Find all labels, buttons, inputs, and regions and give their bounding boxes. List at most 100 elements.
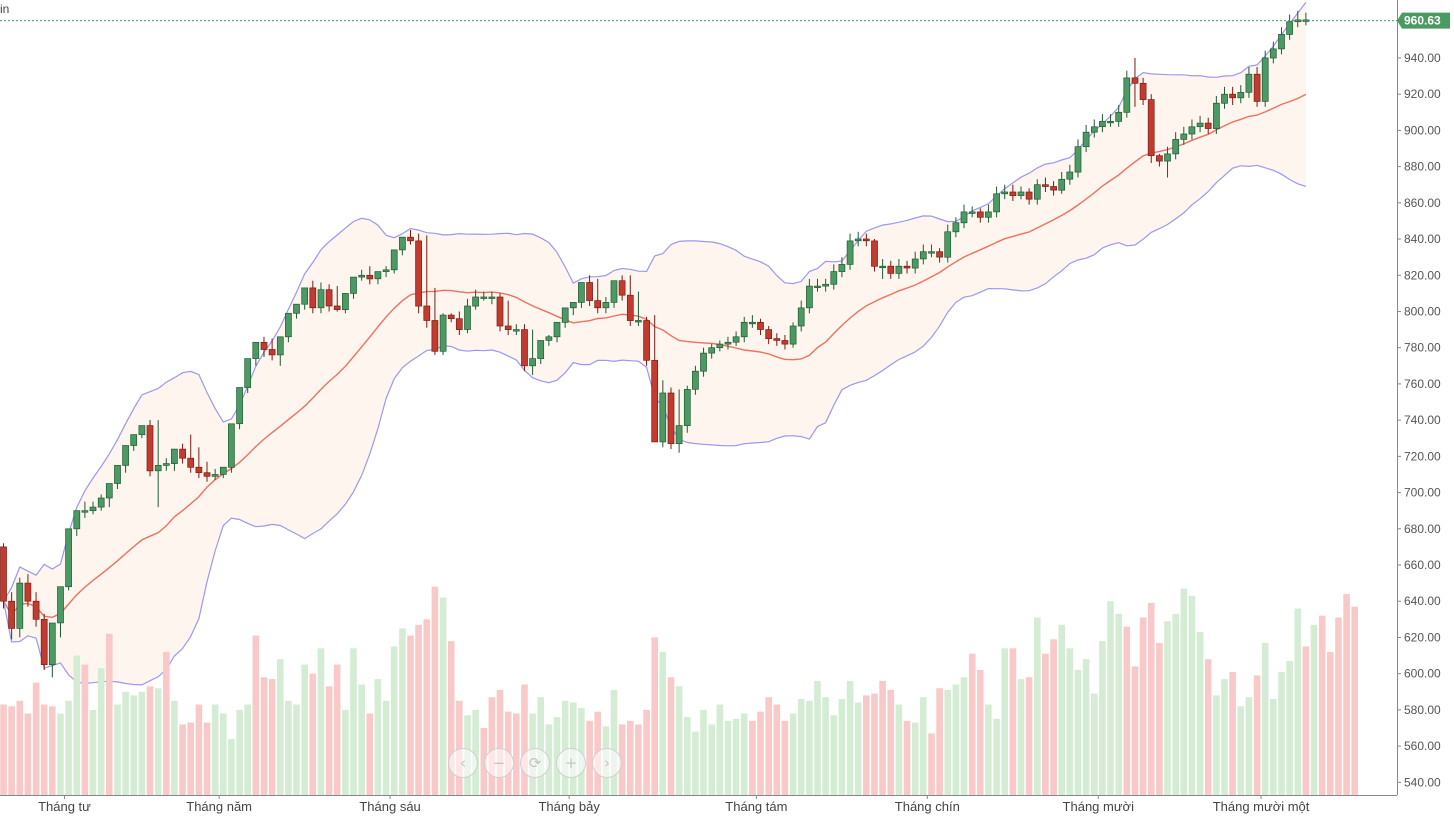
candle-body	[1237, 92, 1245, 99]
price-tick-label: 860.00	[1404, 196, 1441, 210]
candle	[749, 315, 756, 328]
candle	[1196, 115, 1204, 133]
candle	[423, 235, 431, 328]
scroll-left-button[interactable]: ‹	[448, 748, 478, 778]
candle	[1058, 172, 1066, 194]
candle	[602, 297, 610, 314]
candle-body	[773, 338, 781, 341]
price-tick-label: 820.00	[1404, 268, 1441, 282]
candle-body	[488, 296, 496, 299]
candle-body	[561, 307, 569, 323]
candle-body	[358, 274, 366, 278]
candle	[268, 338, 276, 361]
candle-body	[407, 236, 414, 242]
candle-body	[1278, 34, 1285, 50]
volume-bar	[277, 659, 284, 795]
candle	[781, 335, 789, 350]
candle	[179, 443, 186, 464]
candle	[732, 331, 740, 346]
candle-body	[504, 325, 512, 330]
volume-bar	[968, 653, 976, 795]
candle-body	[732, 336, 740, 343]
price-tick-label: 760.00	[1404, 377, 1441, 391]
volume-bar	[16, 700, 24, 795]
candle	[1115, 105, 1123, 127]
volume-bar	[651, 637, 658, 795]
volume-bar	[97, 668, 105, 795]
volume-bar	[1164, 621, 1171, 795]
candle	[187, 434, 195, 473]
candle-body	[1107, 120, 1114, 124]
volume-bar	[781, 720, 789, 795]
candle	[219, 466, 227, 479]
candle-body	[415, 240, 422, 307]
volume-bar	[171, 700, 178, 795]
candle-body	[1058, 178, 1066, 191]
candle-body	[1042, 184, 1049, 187]
candle	[504, 300, 512, 335]
candle	[1213, 96, 1220, 134]
volume-bar	[993, 718, 1000, 795]
candle	[757, 318, 764, 335]
candle	[806, 278, 813, 314]
candle-body	[553, 321, 561, 338]
volume-bar	[146, 686, 154, 795]
candle-body	[1172, 139, 1180, 155]
volume-bar	[667, 677, 675, 795]
price-tick-label: 560.00	[1404, 739, 1441, 753]
candle-body	[268, 349, 276, 356]
candle	[407, 230, 414, 245]
volume-bar	[1050, 639, 1057, 795]
volume-bar	[1115, 613, 1122, 795]
volume-bar	[390, 646, 398, 795]
volume-bar	[456, 700, 463, 795]
volume-bar	[32, 682, 40, 795]
chart-navigation: ‹ − ⟳ + ›	[448, 748, 622, 778]
candle-body	[854, 238, 862, 242]
candle	[968, 206, 976, 218]
candle	[301, 287, 309, 310]
candle	[521, 324, 528, 372]
candle	[48, 622, 56, 678]
volume-bar	[537, 697, 544, 795]
volume-bar	[1204, 659, 1212, 795]
scroll-right-button[interactable]: ›	[592, 748, 622, 778]
volume-bar	[472, 709, 479, 795]
candle	[1001, 184, 1009, 200]
candle-body	[838, 264, 846, 272]
candle	[830, 264, 838, 290]
candle	[57, 586, 64, 638]
volume-bar	[342, 709, 349, 795]
candle-body	[700, 352, 707, 372]
zoom-in-button[interactable]: +	[556, 748, 586, 778]
candle-body	[960, 211, 968, 224]
candle-body	[708, 347, 716, 354]
candle	[976, 208, 984, 223]
volume-bar	[1091, 693, 1098, 795]
volume-bar	[1172, 613, 1179, 795]
candle	[1221, 86, 1228, 109]
candle-body	[374, 271, 382, 280]
volume-bar	[1294, 608, 1302, 795]
candle	[1253, 67, 1261, 107]
candle-body	[635, 320, 642, 323]
reset-zoom-button[interactable]: ⟳	[520, 748, 550, 778]
month-label: Tháng mười một	[1213, 799, 1310, 814]
price-tick-label: 580.00	[1404, 703, 1441, 717]
candle	[862, 233, 870, 247]
price-tick-label: 660.00	[1404, 558, 1441, 572]
volume-bar	[8, 706, 15, 795]
candle	[822, 278, 829, 292]
candle	[154, 420, 162, 508]
candle-body	[928, 251, 935, 254]
volume-bar	[985, 704, 992, 795]
zoom-out-button[interactable]: −	[484, 748, 514, 778]
candle-body	[276, 336, 284, 356]
volume-bar	[1302, 646, 1310, 795]
candle-body	[1033, 184, 1041, 200]
candle-body	[1025, 191, 1033, 200]
candle-body	[887, 265, 895, 274]
price-tick-label: 780.00	[1404, 341, 1441, 355]
candle	[553, 321, 561, 343]
